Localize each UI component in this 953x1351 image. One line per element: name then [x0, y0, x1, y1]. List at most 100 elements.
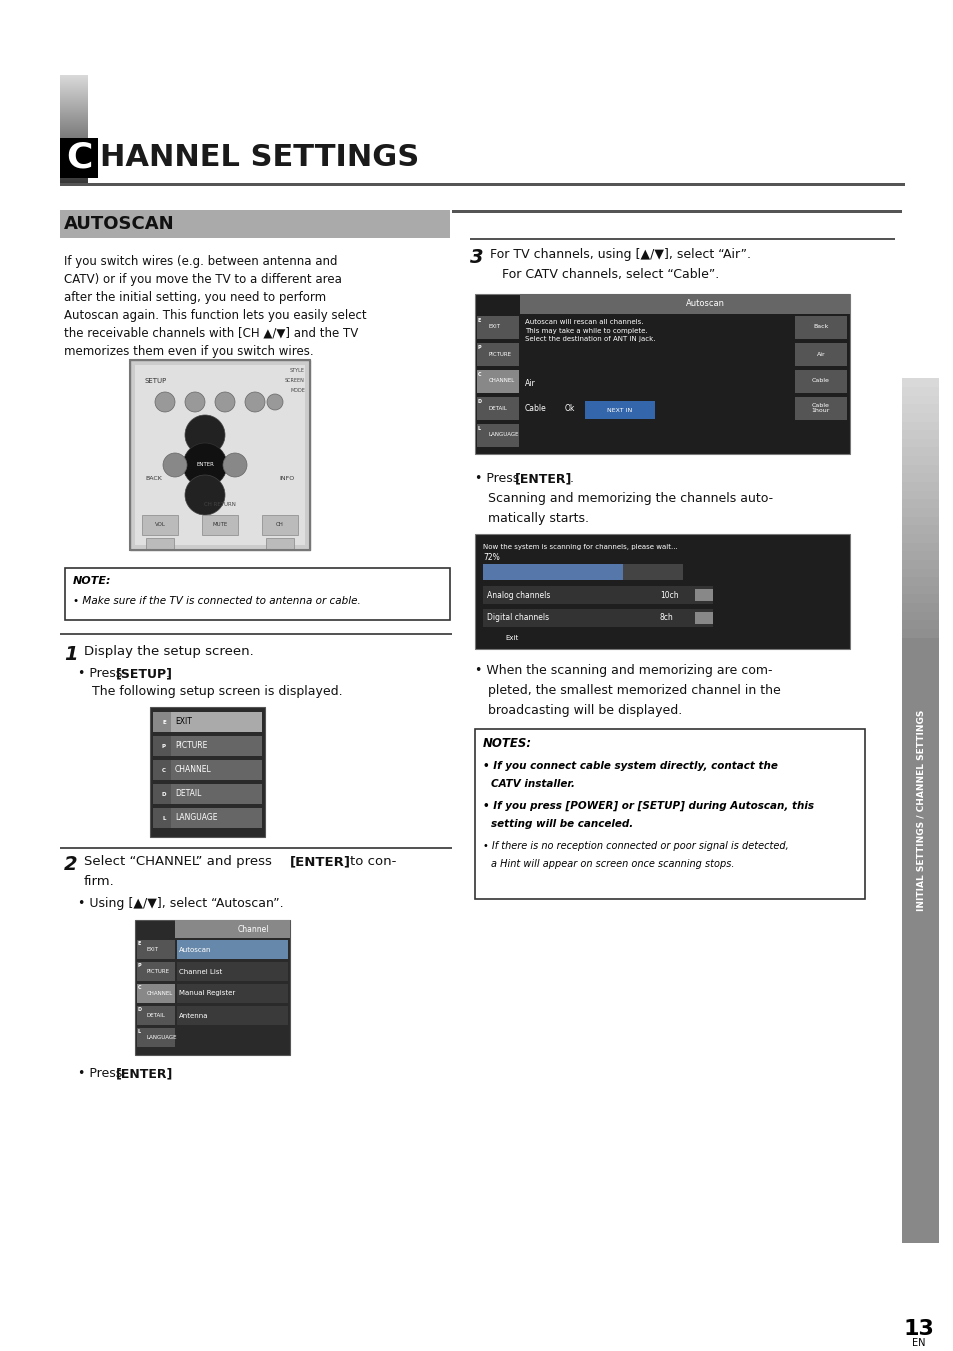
Text: Cable: Cable — [524, 404, 546, 413]
Text: EXIT: EXIT — [147, 947, 159, 952]
Bar — [695, 612, 712, 624]
Text: INITIAL SETTINGS / CHANNEL SETTINGS: INITIAL SETTINGS / CHANNEL SETTINGS — [915, 709, 924, 912]
Bar — [476, 424, 518, 447]
Bar — [135, 365, 305, 544]
Text: P: P — [162, 743, 166, 748]
Text: L: L — [162, 816, 166, 820]
Bar — [152, 712, 171, 732]
Text: Manual Register: Manual Register — [179, 990, 235, 997]
Bar — [177, 984, 288, 1002]
Circle shape — [267, 394, 283, 409]
Text: Select “CHANNEL” and press: Select “CHANNEL” and press — [84, 855, 275, 867]
Text: 13: 13 — [902, 1319, 933, 1339]
Bar — [902, 447, 938, 457]
Text: CHANNEL: CHANNEL — [147, 992, 173, 996]
Text: Air: Air — [524, 380, 536, 388]
Text: EXIT: EXIT — [174, 717, 192, 727]
Bar — [902, 482, 938, 490]
Text: EN: EN — [911, 1337, 924, 1348]
Bar — [902, 630, 938, 638]
Text: Back: Back — [813, 324, 828, 330]
Bar — [902, 543, 938, 551]
Bar — [902, 594, 938, 603]
Text: 10ch: 10ch — [659, 590, 678, 600]
Bar — [902, 559, 938, 569]
Text: 3: 3 — [470, 249, 483, 267]
Text: • Make sure if the TV is connected to antenna or cable.: • Make sure if the TV is connected to an… — [73, 596, 360, 607]
Text: EXIT: EXIT — [489, 324, 500, 330]
Text: [ENTER]: [ENTER] — [515, 471, 572, 485]
Bar — [476, 397, 518, 420]
Bar — [60, 847, 452, 848]
Text: • If you press [POWER] or [SETUP] during Autoscan, this: • If you press [POWER] or [SETUP] during… — [482, 801, 813, 811]
Circle shape — [245, 392, 265, 412]
Text: memorizes them even if you switch wires.: memorizes them even if you switch wires. — [64, 345, 314, 358]
Circle shape — [154, 392, 174, 412]
Bar — [60, 209, 450, 238]
Text: 1: 1 — [64, 644, 77, 663]
Text: CH: CH — [275, 523, 284, 527]
Bar — [476, 316, 518, 339]
Bar — [794, 343, 846, 366]
Text: Digital channels: Digital channels — [486, 613, 549, 623]
Text: Antenna: Antenna — [179, 1012, 209, 1019]
Text: C: C — [66, 141, 92, 176]
Text: DETAIL: DETAIL — [147, 1013, 166, 1019]
Text: • If there is no reception connected or poor signal is detected,: • If there is no reception connected or … — [482, 842, 788, 851]
Text: Air: Air — [816, 351, 824, 357]
Bar — [475, 534, 849, 648]
Text: ENTER: ENTER — [196, 462, 213, 467]
Text: If you switch wires (e.g. between antenna and: If you switch wires (e.g. between antenn… — [64, 255, 337, 267]
Text: NEXT IN: NEXT IN — [607, 408, 632, 412]
Bar — [902, 457, 938, 465]
Bar — [262, 515, 297, 535]
Bar — [177, 962, 288, 981]
Text: matically starts.: matically starts. — [488, 512, 588, 526]
Bar — [475, 730, 864, 898]
Bar — [902, 386, 938, 396]
Bar — [902, 586, 938, 594]
Bar — [482, 563, 622, 580]
Text: pleted, the smallest memorized channel in the: pleted, the smallest memorized channel i… — [488, 684, 780, 697]
Text: Channel: Channel — [237, 924, 269, 934]
Text: Exit: Exit — [504, 635, 517, 640]
Text: LANGUAGE: LANGUAGE — [489, 432, 519, 438]
Text: Autoscan: Autoscan — [179, 947, 212, 952]
Bar — [177, 940, 288, 959]
Text: C: C — [477, 372, 481, 377]
Text: MODE: MODE — [290, 388, 305, 393]
Text: For TV channels, using [▲/▼], select “Air”.: For TV channels, using [▲/▼], select “Ai… — [490, 249, 750, 261]
Text: C: C — [138, 985, 141, 990]
Text: DETAIL: DETAIL — [174, 789, 201, 798]
Bar — [60, 182, 904, 186]
Text: The following setup screen is displayed.: The following setup screen is displayed. — [91, 685, 342, 698]
Text: firm.: firm. — [84, 875, 114, 888]
Bar — [902, 620, 938, 630]
Text: SCREEN: SCREEN — [285, 378, 305, 382]
Bar — [482, 586, 712, 604]
Text: • When the scanning and memorizing are com-: • When the scanning and memorizing are c… — [475, 663, 772, 677]
Text: Ok: Ok — [564, 404, 575, 413]
Bar — [584, 401, 655, 419]
Bar — [65, 567, 450, 620]
Bar — [202, 515, 237, 535]
Circle shape — [163, 453, 187, 477]
Text: CHANNEL: CHANNEL — [174, 766, 212, 774]
Bar — [902, 500, 938, 508]
Text: 2: 2 — [64, 855, 77, 874]
Text: • Press: • Press — [78, 1067, 126, 1079]
Text: VOL: VOL — [154, 523, 165, 527]
Text: 8ch: 8ch — [659, 613, 673, 623]
Text: • Using [▲/▼], select “Autoscan”.: • Using [▲/▼], select “Autoscan”. — [78, 897, 283, 911]
Bar — [60, 138, 98, 178]
Bar — [150, 707, 265, 838]
Text: D: D — [162, 792, 166, 797]
Text: HANNEL SETTINGS: HANNEL SETTINGS — [100, 143, 418, 173]
Bar — [137, 940, 174, 959]
Bar — [476, 370, 518, 393]
Bar — [902, 603, 938, 612]
Text: CATV) or if you move the TV to a different area: CATV) or if you move the TV to a differe… — [64, 273, 341, 286]
Text: Analog channels: Analog channels — [486, 590, 550, 600]
Text: .: . — [166, 667, 170, 680]
Text: CATV installer.: CATV installer. — [491, 780, 575, 789]
